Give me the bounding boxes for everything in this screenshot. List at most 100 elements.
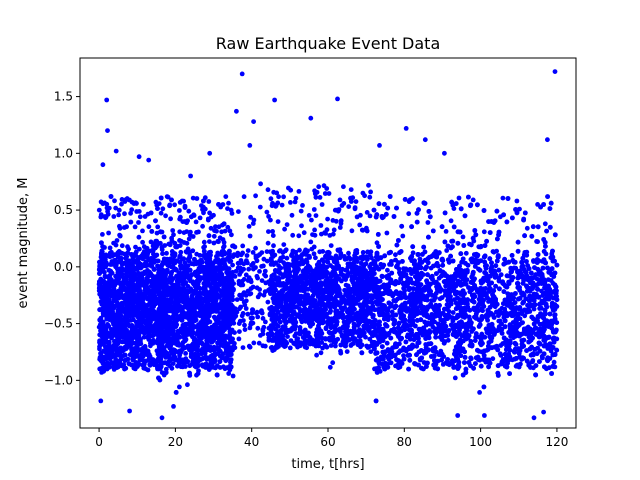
data-point — [244, 258, 249, 263]
data-point — [253, 310, 259, 316]
data-point — [140, 263, 145, 269]
data-point — [125, 250, 131, 256]
data-point — [116, 290, 121, 296]
data-point — [149, 248, 155, 253]
data-point — [361, 285, 366, 291]
data-point — [151, 266, 157, 272]
data-point — [326, 316, 331, 321]
data-point — [193, 340, 199, 345]
data-point — [264, 249, 270, 255]
data-point — [285, 334, 290, 339]
data-point — [116, 295, 122, 301]
data-point — [173, 266, 178, 272]
data-point — [131, 365, 137, 371]
data-point — [342, 254, 347, 259]
data-point — [217, 340, 223, 346]
data-point — [280, 305, 285, 310]
data-point — [133, 325, 138, 331]
data-point — [161, 234, 167, 240]
data-point — [359, 291, 364, 297]
data-point — [365, 249, 370, 255]
data-point — [212, 335, 218, 341]
data-point — [187, 232, 193, 238]
data-point — [150, 243, 156, 249]
data-point — [147, 328, 153, 334]
data-point — [237, 292, 243, 298]
data-point — [137, 214, 143, 220]
data-point — [182, 298, 187, 303]
data-point — [206, 233, 212, 239]
data-point — [122, 352, 128, 358]
data-point — [112, 198, 117, 204]
data-point — [201, 239, 207, 245]
data-point — [283, 297, 288, 303]
data-point — [97, 271, 102, 276]
data-point — [174, 342, 180, 348]
data-point — [169, 197, 174, 203]
data-point — [152, 253, 158, 259]
data-point — [299, 319, 305, 325]
data-point — [223, 346, 229, 351]
data-point — [253, 245, 258, 251]
data-point — [180, 340, 186, 345]
data-point — [341, 274, 347, 280]
data-point — [156, 201, 162, 207]
data-point — [295, 293, 301, 299]
data-point — [312, 274, 318, 279]
data-point — [202, 306, 208, 312]
data-point — [232, 244, 238, 250]
data-point — [313, 194, 319, 200]
data-point — [277, 258, 282, 264]
data-point — [276, 269, 282, 275]
data-point — [314, 189, 320, 195]
data-point — [295, 313, 301, 319]
data-point — [340, 266, 345, 272]
data-point — [140, 228, 145, 234]
data-point — [142, 279, 148, 285]
data-point — [173, 324, 179, 329]
data-point — [158, 362, 164, 368]
data-point — [321, 291, 326, 297]
data-point — [310, 340, 316, 346]
data-point — [143, 358, 149, 364]
data-point — [129, 291, 135, 296]
data-point — [303, 247, 308, 253]
data-point — [282, 226, 287, 232]
data-point — [99, 240, 104, 246]
data-point — [269, 203, 275, 209]
data-point — [364, 210, 370, 215]
data-point — [288, 328, 294, 334]
data-point — [197, 253, 203, 258]
data-point — [354, 248, 360, 253]
data-point — [287, 345, 293, 351]
data-point — [211, 212, 216, 218]
data-point — [364, 228, 370, 234]
data-point — [151, 259, 157, 265]
data-point — [181, 360, 187, 366]
data-point — [220, 329, 226, 334]
data-point — [286, 274, 291, 280]
data-point — [344, 349, 350, 354]
data-point — [150, 333, 156, 338]
data-point — [223, 265, 229, 271]
data-point — [153, 280, 159, 286]
data-point — [110, 293, 116, 299]
data-point — [141, 201, 146, 207]
data-point — [356, 333, 362, 339]
data-point — [360, 190, 366, 196]
data-point — [265, 240, 271, 246]
data-point — [166, 241, 172, 247]
data-point — [240, 345, 246, 350]
data-point — [246, 224, 252, 229]
data-point — [318, 350, 324, 356]
data-point — [146, 295, 152, 300]
data-point — [136, 341, 142, 347]
data-point — [179, 278, 185, 284]
data-point — [137, 246, 142, 252]
data-point — [174, 244, 180, 250]
data-point — [221, 221, 227, 227]
data-point — [195, 273, 201, 279]
data-point — [214, 372, 220, 378]
data-point — [102, 302, 108, 308]
data-point — [202, 206, 208, 212]
